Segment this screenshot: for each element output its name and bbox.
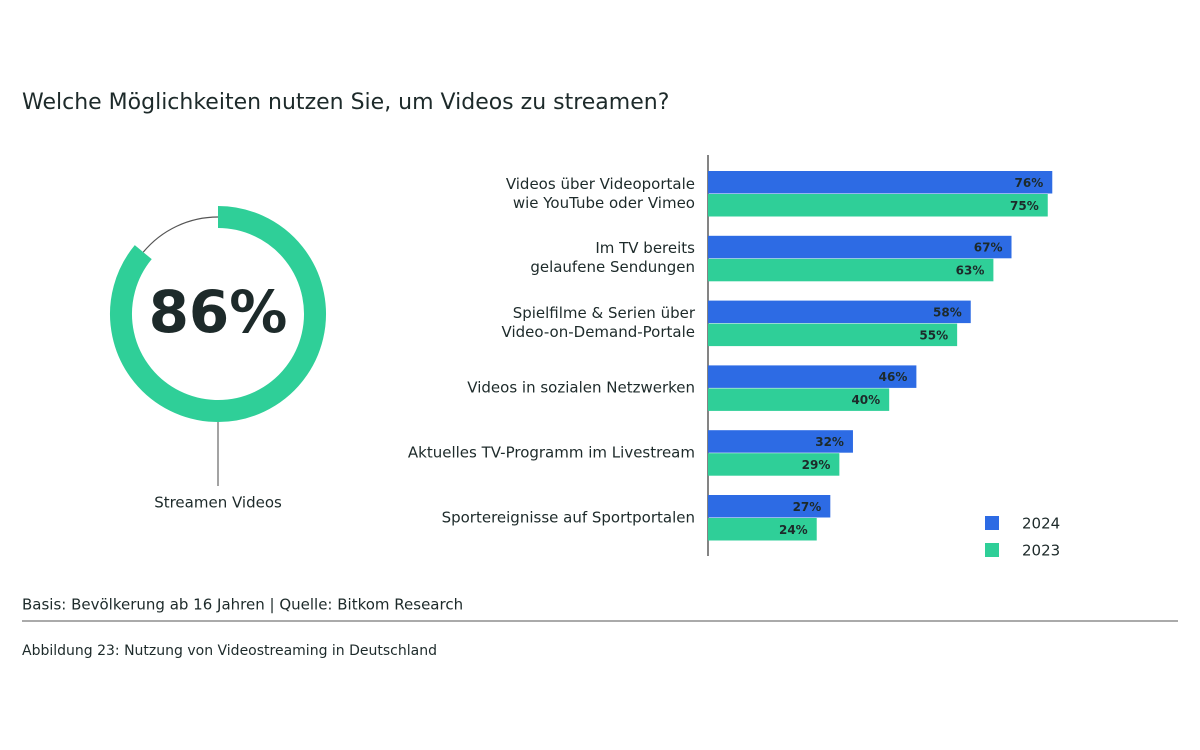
value-label: 29% [802, 458, 831, 472]
donut-arc [110, 206, 326, 422]
source: Basis: Bevölkerung ab 16 Jahren | Quelle… [22, 596, 463, 614]
bar [708, 258, 994, 282]
bar [708, 171, 1053, 194]
bar [708, 453, 840, 476]
bar [708, 388, 890, 411]
category-label: Aktuelles TV-Programm im Livestream [407, 443, 695, 462]
bar [708, 518, 817, 541]
bar [708, 430, 853, 453]
value-label: 32% [815, 435, 844, 449]
legend-label: 2024 [1022, 515, 1060, 533]
bar [708, 235, 1012, 259]
value-label: 24% [779, 523, 808, 537]
category-label: Im TV bereits gelaufene Sendungen [530, 239, 695, 277]
bar [708, 365, 917, 388]
bar [708, 323, 958, 347]
value-label: 40% [851, 393, 880, 407]
bar [708, 300, 971, 324]
donut-category: Streamen Videos [154, 494, 282, 512]
value-label: 63% [956, 264, 985, 278]
bar [708, 495, 831, 518]
value-label: 55% [919, 328, 948, 342]
value-label: 46% [879, 370, 908, 384]
title: Welche Möglichkeiten nutzen Sie, um Vide… [22, 90, 669, 115]
legend-swatch [985, 543, 999, 557]
bar [708, 194, 1048, 217]
legend-label: 2023 [1022, 542, 1060, 560]
legend-swatch [985, 516, 999, 530]
value-label: 58% [933, 305, 962, 319]
donut-rest [142, 216, 219, 253]
category-label: Videos über Videoportale wie YouTube ode… [505, 174, 695, 212]
value-label: 67% [974, 241, 1003, 255]
caption: Abbildung 23: Nutzung von Videostreaming… [22, 643, 437, 659]
value-label: 27% [793, 500, 822, 514]
value-label: 75% [1010, 199, 1039, 213]
donut-value-label: 86% [149, 278, 288, 346]
category-label: Videos in sozialen Netzwerken [467, 378, 695, 397]
category-label: Sportereignisse auf Sportportalen [441, 508, 695, 526]
value-label: 76% [1015, 176, 1044, 190]
category-label: Spielfilme & Serien über Video-on-Demand… [501, 304, 695, 342]
